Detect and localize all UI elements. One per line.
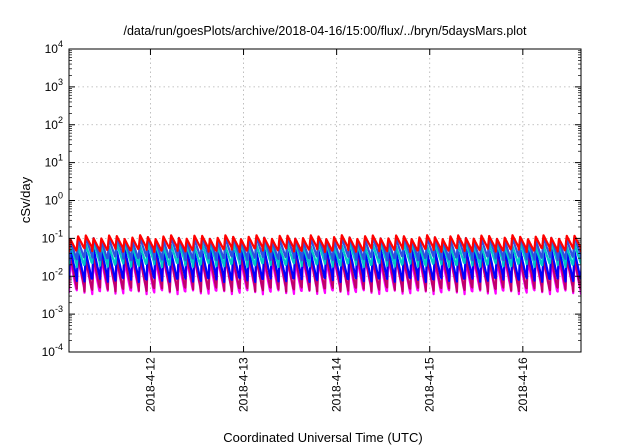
x-axis: 2018-4-12 2018-4-13 2018-4-14 2018-4-15 2018…	[143, 49, 530, 412]
y-tick-label: 104	[45, 39, 63, 56]
x-tick-label: 2018-4-12	[143, 357, 157, 412]
series-line	[69, 234, 581, 253]
y-tick-label: 10-1	[42, 228, 63, 245]
series-line	[69, 247, 581, 284]
series-lines	[69, 234, 581, 296]
chart-title: /data/run/goesPlots/archive/2018-04-16/1…	[123, 24, 527, 38]
y-axis: 10-4 10-3 10-2 10-1 100 101 102 103 104	[42, 39, 581, 359]
y-axis-label: cSv/day	[18, 176, 33, 223]
x-tick-label: 2018-4-14	[330, 357, 344, 412]
y-tick-label: 102	[45, 115, 63, 132]
grid	[69, 49, 581, 352]
x-tick-label: 2018-4-13	[237, 357, 251, 412]
y-tick-label: 10-3	[42, 304, 63, 321]
x-tick-label: 2018-4-15	[423, 357, 437, 412]
y-tick-label: 103	[45, 77, 63, 94]
series-line	[69, 241, 581, 269]
x-tick-label: 2018-4-16	[516, 357, 530, 412]
y-tick-label: 100	[45, 191, 63, 208]
y-tick-label: 10-4	[42, 342, 63, 359]
y-tick-label: 101	[45, 153, 63, 170]
y-tick-label: 10-2	[42, 266, 63, 283]
x-axis-label: Coordinated Universal Time (UTC)	[223, 430, 422, 445]
series-line	[69, 253, 581, 293]
